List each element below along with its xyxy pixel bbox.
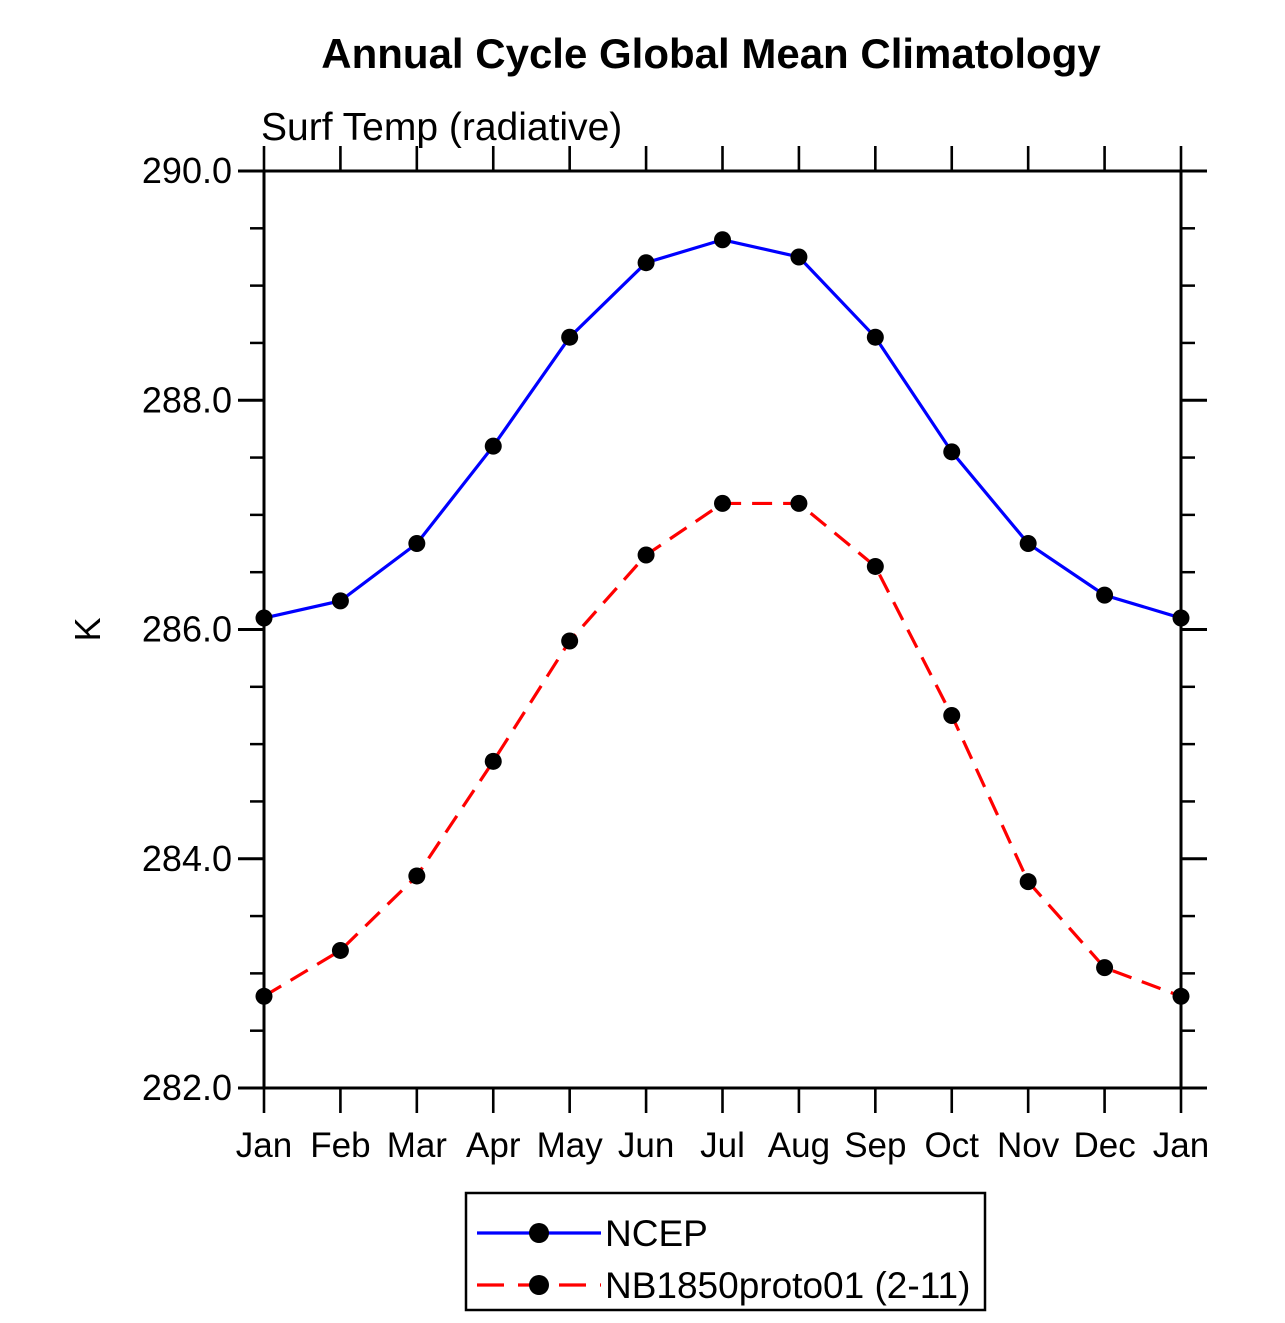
x-tick-label: Aug	[768, 1126, 830, 1165]
data-point	[331, 941, 349, 959]
series-line	[263, 501, 1182, 998]
data-point	[943, 706, 961, 724]
data-point	[408, 867, 426, 885]
data-point	[714, 494, 731, 512]
data-point	[255, 609, 273, 627]
data-point	[790, 248, 808, 266]
x-tick-label: Feb	[310, 1126, 370, 1165]
data-point	[943, 443, 961, 461]
data-point	[866, 557, 884, 575]
data-point	[561, 632, 579, 650]
data-point	[255, 987, 273, 1005]
legend-sample-marker	[529, 1223, 549, 1243]
x-tick-label: Apr	[466, 1126, 521, 1165]
series-line	[263, 238, 1182, 620]
data-point	[1172, 609, 1190, 627]
data-point	[1019, 535, 1037, 553]
data-point	[1172, 987, 1190, 1005]
x-tick-label: Mar	[387, 1126, 448, 1165]
chart-subtitle: Surf Temp (radiative)	[261, 106, 622, 149]
x-tick-label: Sep	[844, 1126, 906, 1165]
data-point	[561, 328, 579, 346]
x-tick-label: Nov	[997, 1126, 1060, 1165]
legend-box	[464, 1191, 987, 1312]
y-tick-label: 284.0	[142, 838, 232, 879]
data-point	[1096, 586, 1114, 604]
legend-label-ncep: NCEP	[605, 1213, 708, 1254]
legend-sample-marker	[529, 1275, 549, 1295]
legend-label-nb1850proto01: NB1850proto01 (2-11)	[605, 1265, 970, 1306]
y-tick-label: 288.0	[142, 379, 232, 420]
chart-title: Annual Cycle Global Mean Climatology	[321, 30, 1101, 77]
y-axis-label: K	[67, 617, 108, 641]
x-tick-label: Jan	[1153, 1126, 1209, 1165]
data-series	[255, 231, 1190, 1005]
data-point	[637, 254, 655, 272]
y-tick-label: 290.0	[142, 150, 232, 191]
x-tick-label: Oct	[925, 1126, 980, 1165]
axes-and-ticks: 282.0 284.0 286.0 288.0 290.0 Jan Feb Mar Apr May…	[142, 146, 1209, 1165]
legend-line-samples	[477, 1223, 601, 1295]
data-point	[637, 546, 655, 564]
data-point	[866, 328, 884, 346]
data-point	[714, 231, 731, 249]
x-tick-label: Jan	[236, 1126, 292, 1165]
data-point	[1096, 959, 1114, 977]
x-tick-label: Dec	[1073, 1126, 1135, 1165]
data-point	[790, 494, 808, 512]
data-point	[484, 437, 502, 455]
x-tick-label: Jun	[618, 1126, 674, 1165]
data-point	[484, 752, 502, 770]
y-tick-label: 286.0	[142, 609, 232, 650]
x-tick-label: Jul	[700, 1126, 745, 1165]
plot-frame	[262, 169, 1183, 1090]
data-point	[408, 535, 426, 553]
data-point	[1019, 873, 1037, 891]
y-tick-label: 282.0	[142, 1067, 232, 1108]
data-point	[331, 592, 349, 610]
x-tick-label: May	[537, 1126, 604, 1165]
legend: NCEP NB1850proto01 (2-11)	[464, 1191, 987, 1312]
